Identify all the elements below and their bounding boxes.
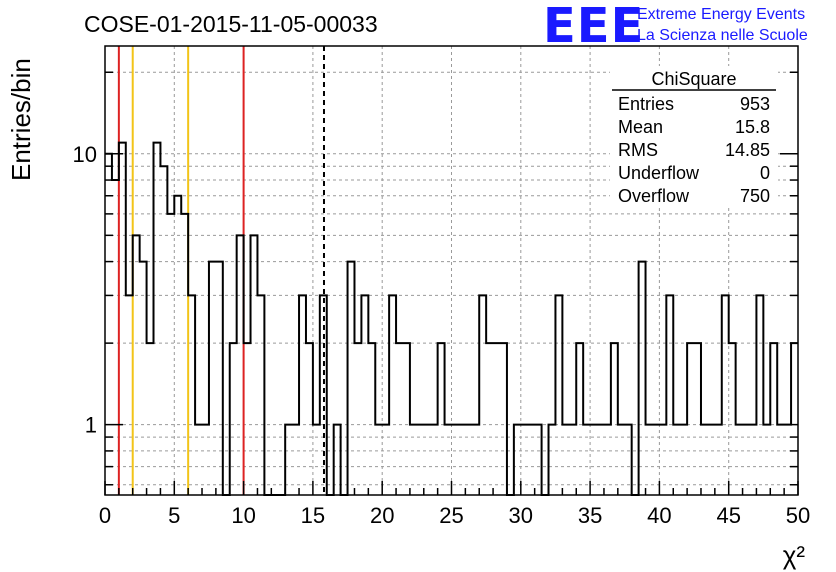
eee-logo-line2: La Scienza nelle Scuole	[637, 27, 808, 44]
eee-logo: EEE Extreme Energy Events La Scienza nel…	[543, 0, 808, 54]
x-tick-labels: 0 5 10 15 20 25 30 35 40 45 50	[99, 503, 810, 528]
y-tick-label: 1	[85, 413, 97, 438]
x-tick-label: 25	[439, 503, 463, 528]
stats-row-label: RMS	[618, 140, 658, 160]
stats-row-value: 14.85	[725, 140, 770, 160]
x-tick-label: 0	[99, 503, 111, 528]
eee-logo-line1: Extreme Energy Events	[637, 6, 805, 23]
x-tick-label: 45	[716, 503, 740, 528]
y-tick-labels: 1 10	[73, 142, 97, 438]
axis-ticks	[104, 71, 799, 495]
x-tick-label: 40	[647, 503, 671, 528]
eee-logo-mark: EEE	[543, 0, 644, 54]
stats-row-value: 750	[740, 186, 770, 206]
x-tick-label: 10	[231, 503, 255, 528]
stats-box-title: ChiSquare	[651, 69, 736, 89]
x-tick-label: 35	[578, 503, 602, 528]
stats-row-label: Underflow	[618, 163, 700, 183]
x-tick-label: 5	[168, 503, 180, 528]
stats-row-label: Mean	[618, 117, 663, 137]
x-tick-label: 15	[301, 503, 325, 528]
x-axis-label: χ²	[783, 540, 806, 570]
stats-row-value: 953	[740, 94, 770, 114]
x-tick-label: 30	[509, 503, 533, 528]
x-tick-label: 50	[786, 503, 810, 528]
histogram-outline	[105, 141, 798, 496]
stats-row-label: Entries	[618, 94, 674, 114]
y-axis-label: Entries/bin	[6, 58, 36, 181]
stats-row-value: 15.8	[735, 117, 770, 137]
stats-box-rows: Entries 953 Mean 15.8 RMS 14.85 Underflow 0 Over…	[618, 94, 770, 206]
x-tick-label: 20	[370, 503, 394, 528]
stats-box: ChiSquare Entries 953 Mean 15.8 RMS 14.85 Unde…	[610, 66, 778, 208]
stats-row-value: 0	[760, 163, 770, 183]
reference-lines	[117, 46, 325, 495]
stats-row-label: Overflow	[618, 186, 690, 206]
y-tick-label: 10	[73, 142, 97, 167]
chart-title: COSE-01-2015-11-05-00033	[84, 11, 378, 37]
